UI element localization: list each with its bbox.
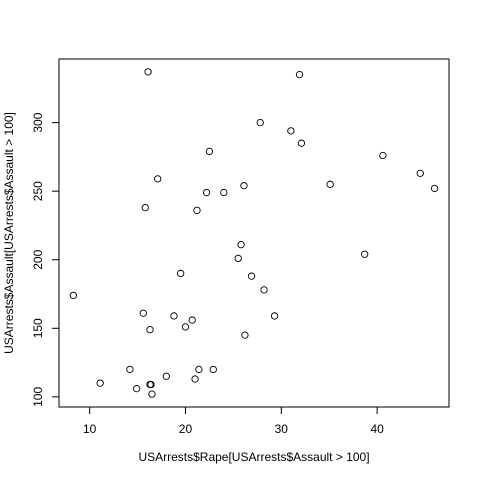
point — [237, 241, 245, 249]
y-tick-label: 250 — [31, 181, 45, 201]
point — [220, 188, 228, 197]
point — [191, 375, 199, 383]
point — [326, 180, 334, 188]
point — [247, 272, 256, 280]
x-tick-label: 30 — [275, 422, 289, 436]
point — [234, 254, 242, 263]
x-tick-label: 10 — [83, 422, 97, 436]
point — [202, 188, 211, 197]
point — [430, 184, 439, 193]
point — [177, 269, 185, 278]
point — [147, 380, 155, 389]
point — [148, 390, 156, 398]
x-tick-label: 20 — [179, 422, 193, 436]
point — [181, 323, 190, 331]
point — [195, 365, 203, 374]
point — [188, 316, 196, 324]
point — [361, 250, 369, 258]
point — [193, 206, 201, 215]
point — [141, 203, 149, 212]
point — [132, 384, 141, 393]
y-tick-label: 300 — [31, 112, 45, 132]
point — [379, 151, 387, 160]
point — [270, 312, 279, 320]
point — [69, 291, 78, 300]
point — [209, 365, 217, 374]
y-tick-label: 200 — [31, 249, 45, 269]
point — [144, 68, 152, 76]
y-axis-label: USArrests$Assault[USArrests$Assault > 10… — [2, 112, 16, 354]
point — [240, 182, 248, 190]
y-tick-label: 100 — [31, 387, 45, 407]
point — [146, 326, 154, 334]
point — [139, 309, 147, 317]
point — [170, 312, 178, 320]
point — [241, 331, 249, 339]
x-tick-label: 40 — [370, 422, 384, 436]
point — [126, 365, 134, 374]
plot-box — [58, 58, 450, 408]
x-axis-label: USArrests$Rape[USArrests$Assault > 100] — [138, 450, 369, 464]
y-tick-label: 150 — [31, 318, 45, 338]
point — [416, 169, 424, 178]
point — [256, 118, 264, 127]
point — [287, 127, 295, 135]
point — [154, 175, 162, 183]
point — [260, 286, 268, 294]
point — [96, 379, 104, 387]
point — [162, 372, 170, 380]
point — [295, 70, 304, 79]
point — [205, 147, 214, 156]
point — [297, 139, 306, 147]
